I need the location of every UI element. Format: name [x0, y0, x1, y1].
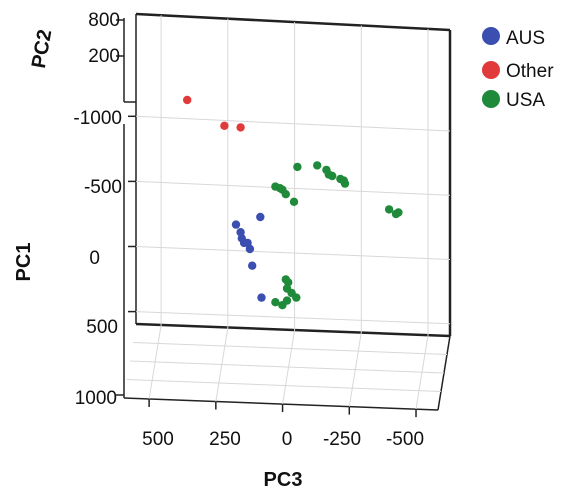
data-point-usa — [292, 293, 301, 302]
data-point-other — [236, 123, 245, 132]
data-point-other — [220, 121, 229, 130]
data-point-usa — [293, 162, 302, 172]
gridline-floor-depth — [132, 342, 448, 355]
data-point-usa — [394, 208, 403, 217]
legend-swatch — [482, 61, 500, 79]
tick-marks — [116, 19, 417, 418]
pc1-tick-label: 500 — [86, 317, 118, 338]
gridline-pc1 — [135, 115, 451, 132]
floor-front-edge — [123, 397, 439, 411]
gridline-floor-depth — [129, 360, 445, 374]
gridline-pc1 — [135, 311, 451, 325]
data-point-usa — [328, 171, 337, 181]
pc3-tick-label: -250 — [323, 429, 361, 450]
pc2-tick-label: 800 — [88, 10, 120, 31]
data-point-aus — [256, 212, 265, 222]
pc1-axis-title: PC1 — [13, 243, 35, 282]
pc3-tick-label: 0 — [282, 429, 293, 450]
gridline-pc1 — [135, 246, 451, 260]
frame-bottom-edge — [135, 322, 451, 338]
legend-swatch — [482, 27, 500, 45]
legend-label: AUS — [506, 28, 545, 49]
gridlines — [126, 15, 451, 410]
data-points — [183, 95, 403, 310]
pc3-tick-label: 250 — [209, 429, 241, 450]
pc3-axis-title: PC3 — [264, 469, 303, 490]
pc3-tick-label: 500 — [142, 429, 174, 450]
legend-label: USA — [506, 90, 545, 111]
gridline-pc1 — [135, 180, 451, 196]
pc2-axis-title: PC2 — [28, 28, 56, 70]
legend: AUS Other USA — [482, 27, 554, 111]
legend-label: Other — [506, 61, 554, 82]
pc1-tick-label: -1000 — [73, 108, 122, 129]
data-point-usa — [289, 197, 299, 206]
legend-swatch — [482, 90, 500, 108]
data-point-usa — [271, 298, 280, 307]
data-point-usa — [313, 161, 322, 170]
pc1-tick-label: 0 — [89, 248, 100, 269]
legend-entry-aus: AUS — [482, 27, 545, 49]
data-point-usa — [384, 205, 394, 214]
legend-entry-usa: USA — [482, 90, 545, 111]
pc1-tick-label: -500 — [84, 177, 122, 198]
pc2-tick-label: 200 — [88, 46, 120, 67]
data-point-usa — [340, 179, 350, 188]
gridline-floor-depth — [126, 379, 442, 392]
data-point-usa — [278, 301, 287, 310]
data-point-aus — [248, 261, 257, 270]
data-point-aus — [245, 244, 255, 254]
data-point-other — [183, 95, 192, 105]
data-point-usa — [281, 190, 290, 199]
data-point-aus — [231, 220, 241, 229]
legend-entry-other: Other — [482, 61, 554, 82]
pc3-tick-label: -500 — [386, 429, 424, 450]
plot-box-frame — [123, 12, 452, 411]
frame-top-edge — [135, 12, 451, 32]
pc1-tick-label: 1000 — [75, 388, 117, 409]
data-point-aus — [257, 293, 266, 302]
